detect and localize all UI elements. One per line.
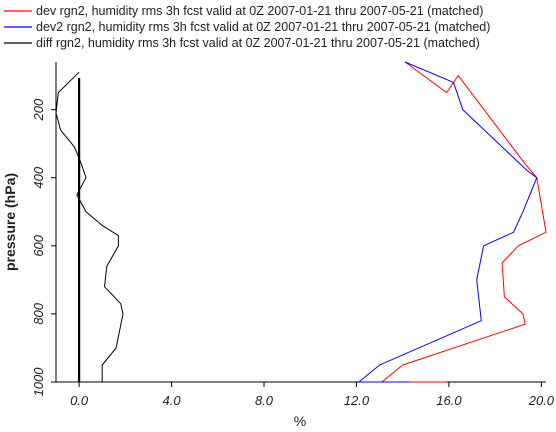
y-tick-label: 400 xyxy=(31,166,46,188)
x-tick-label: 0.0 xyxy=(70,393,89,408)
y-tick-label: 200 xyxy=(31,98,46,121)
x-axis-title: % xyxy=(294,413,306,429)
series-line-dev xyxy=(381,61,547,383)
x-tick-label: 12.0 xyxy=(344,393,370,408)
y-tick-label: 1000 xyxy=(31,367,46,397)
axes xyxy=(55,62,546,383)
legend-label-dev2: dev2 rgn2, humidity rms 3h fcst valid at… xyxy=(36,20,490,34)
x-tick-label: 20.0 xyxy=(528,393,555,408)
series-line-dev2 xyxy=(358,61,538,383)
legend: dev rgn2, humidity rms 3h fcst valid at … xyxy=(4,4,490,50)
x-tick-label: 16.0 xyxy=(436,393,462,408)
legend-label-dev: dev rgn2, humidity rms 3h fcst valid at … xyxy=(36,4,483,18)
y-axis-title: pressure (hPa) xyxy=(2,173,18,271)
series-line-diff xyxy=(55,71,124,383)
y-tick-label: 600 xyxy=(31,234,46,256)
x-tick-label: 8.0 xyxy=(255,393,274,408)
y-tick-label: 800 xyxy=(31,302,46,324)
x-tick-label: 4.0 xyxy=(163,393,182,408)
legend-label-diff: diff rgn2, humidity rms 3h fcst valid at… xyxy=(36,36,480,50)
